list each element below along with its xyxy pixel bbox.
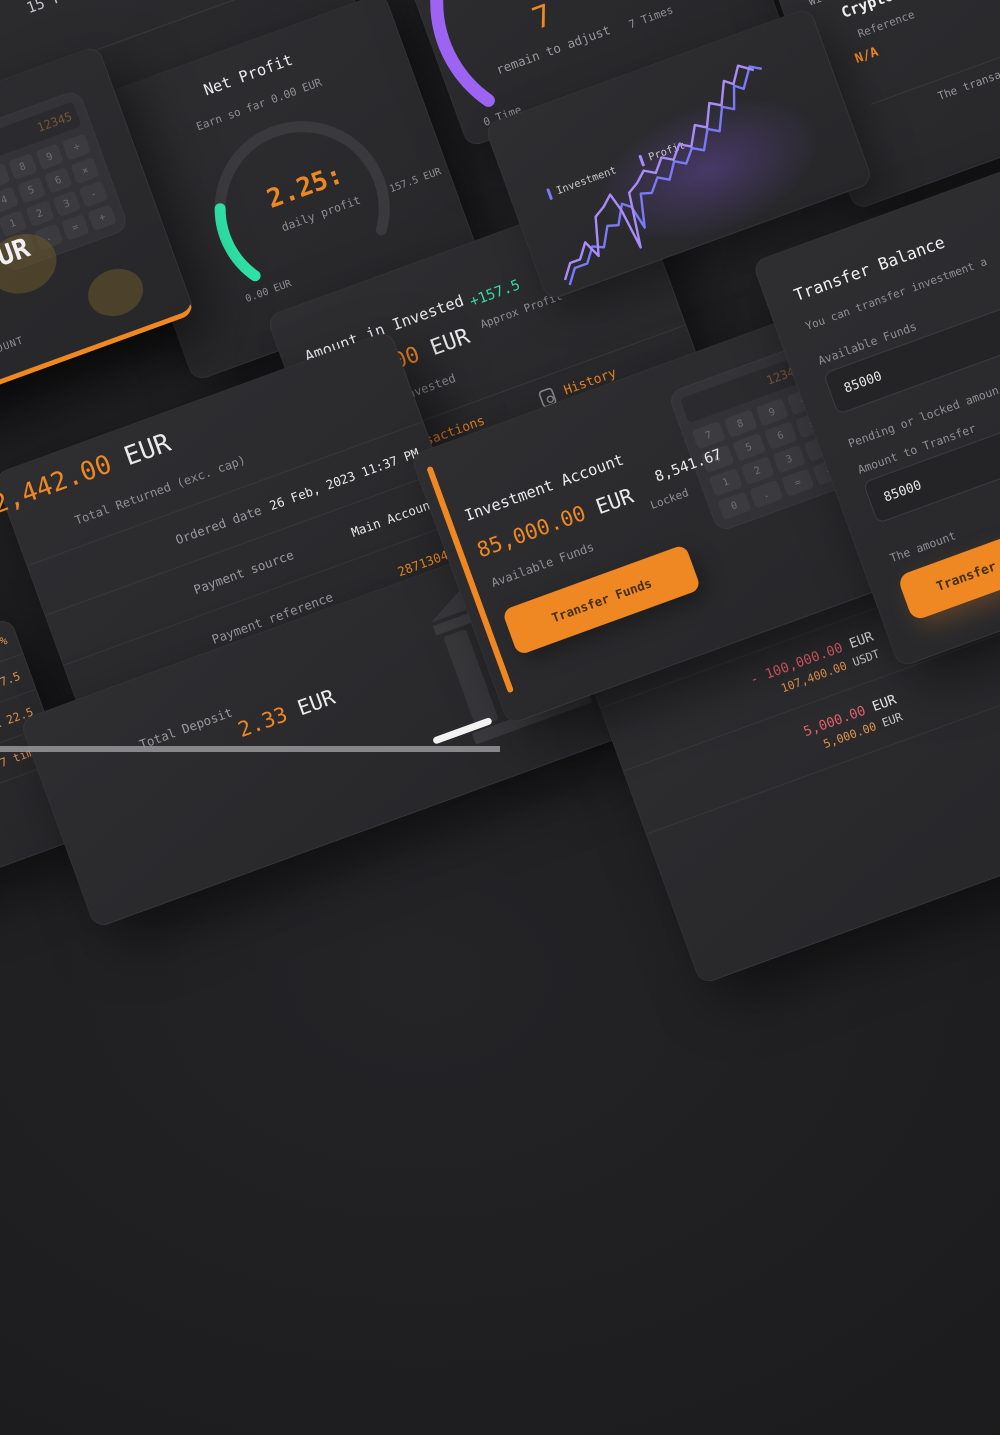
account-label-cut: OUNT <box>0 335 26 356</box>
deposit-currency: EUR <box>294 684 339 721</box>
calculator-key: 4 <box>0 186 19 214</box>
calculator-key: 5 <box>16 176 46 204</box>
coin-icon <box>81 261 150 324</box>
reference-value: N/A <box>853 44 881 67</box>
deposit-amount: 2.33 EUR <box>235 685 338 742</box>
chart-series-investment <box>521 63 809 285</box>
calculator-key: 6 <box>763 421 798 451</box>
timestamp-text: 15 Feb, 2023 04:23 AM <box>24 0 208 17</box>
calculator-key: 9 <box>35 143 65 171</box>
gauge-progress <box>214 203 261 282</box>
calculator-key: 6 <box>43 166 73 194</box>
calculator-key: 9 <box>755 397 789 427</box>
calculator-key: 5 <box>731 432 766 462</box>
profit-chart-card: Investment Profit <box>483 6 874 302</box>
transfer-title: Transfer Balance <box>791 232 948 305</box>
calculator-key: = <box>780 468 815 498</box>
withdraw-kicker: With <box>807 0 835 8</box>
calculator-key: 3 <box>772 444 807 474</box>
gauge-progress <box>430 0 495 107</box>
invested-currency: EUR <box>427 324 473 362</box>
line-chart <box>512 52 815 291</box>
calculator-key: ÷ <box>62 133 92 161</box>
calculator-key: × <box>70 157 100 185</box>
dashboard-collage: { "colors":{"accent_orange":"#ef8722","g… <box>0 0 1000 986</box>
calculator-key: 8 <box>8 153 38 181</box>
net-profit-card: Net Profit Earn so far 0.00 EUR 2.25: da… <box>90 0 488 383</box>
calculator-key: 8 <box>723 409 758 439</box>
calculator-key: - <box>79 180 109 208</box>
calculator-key: 2 <box>25 200 55 228</box>
locked-label: Locked <box>648 486 691 512</box>
deposit-amount-value: 2.33 <box>234 702 291 743</box>
gauge-max: 157.5 EUR <box>388 166 444 195</box>
calculator-key: 7 <box>691 420 726 450</box>
calculator-key: + <box>87 204 117 231</box>
account-currency: EUR <box>592 483 637 520</box>
chart-series-profit <box>516 61 799 280</box>
calculator-key: 2 <box>740 456 775 486</box>
gauge-min: 0.00 EUR <box>244 278 294 305</box>
adjustments-gauge <box>430 0 495 107</box>
calculator-key: . <box>749 479 783 509</box>
adjustments-card: 7 remain to adjust 7 Times 0 Time <box>385 0 786 149</box>
calculator-key: 3 <box>52 190 82 218</box>
calculator-key: = <box>60 213 90 241</box>
calculator-key: 0 <box>717 491 752 521</box>
transfer-submit-button[interactable]: Transfer <box>896 501 1000 622</box>
net-profit-gauge: 2.25: daily profit 0.00 EUR 157.5 EUR <box>214 121 444 305</box>
calculator-key: 7 <box>0 163 11 191</box>
transaction-note: The transaction has been <box>936 36 1000 103</box>
deposit-label: Total Deposit <box>137 704 235 753</box>
bottom-edge-strip <box>0 746 500 752</box>
calculator-key: 1 <box>708 467 743 497</box>
returned-currency: EUR <box>120 427 175 473</box>
